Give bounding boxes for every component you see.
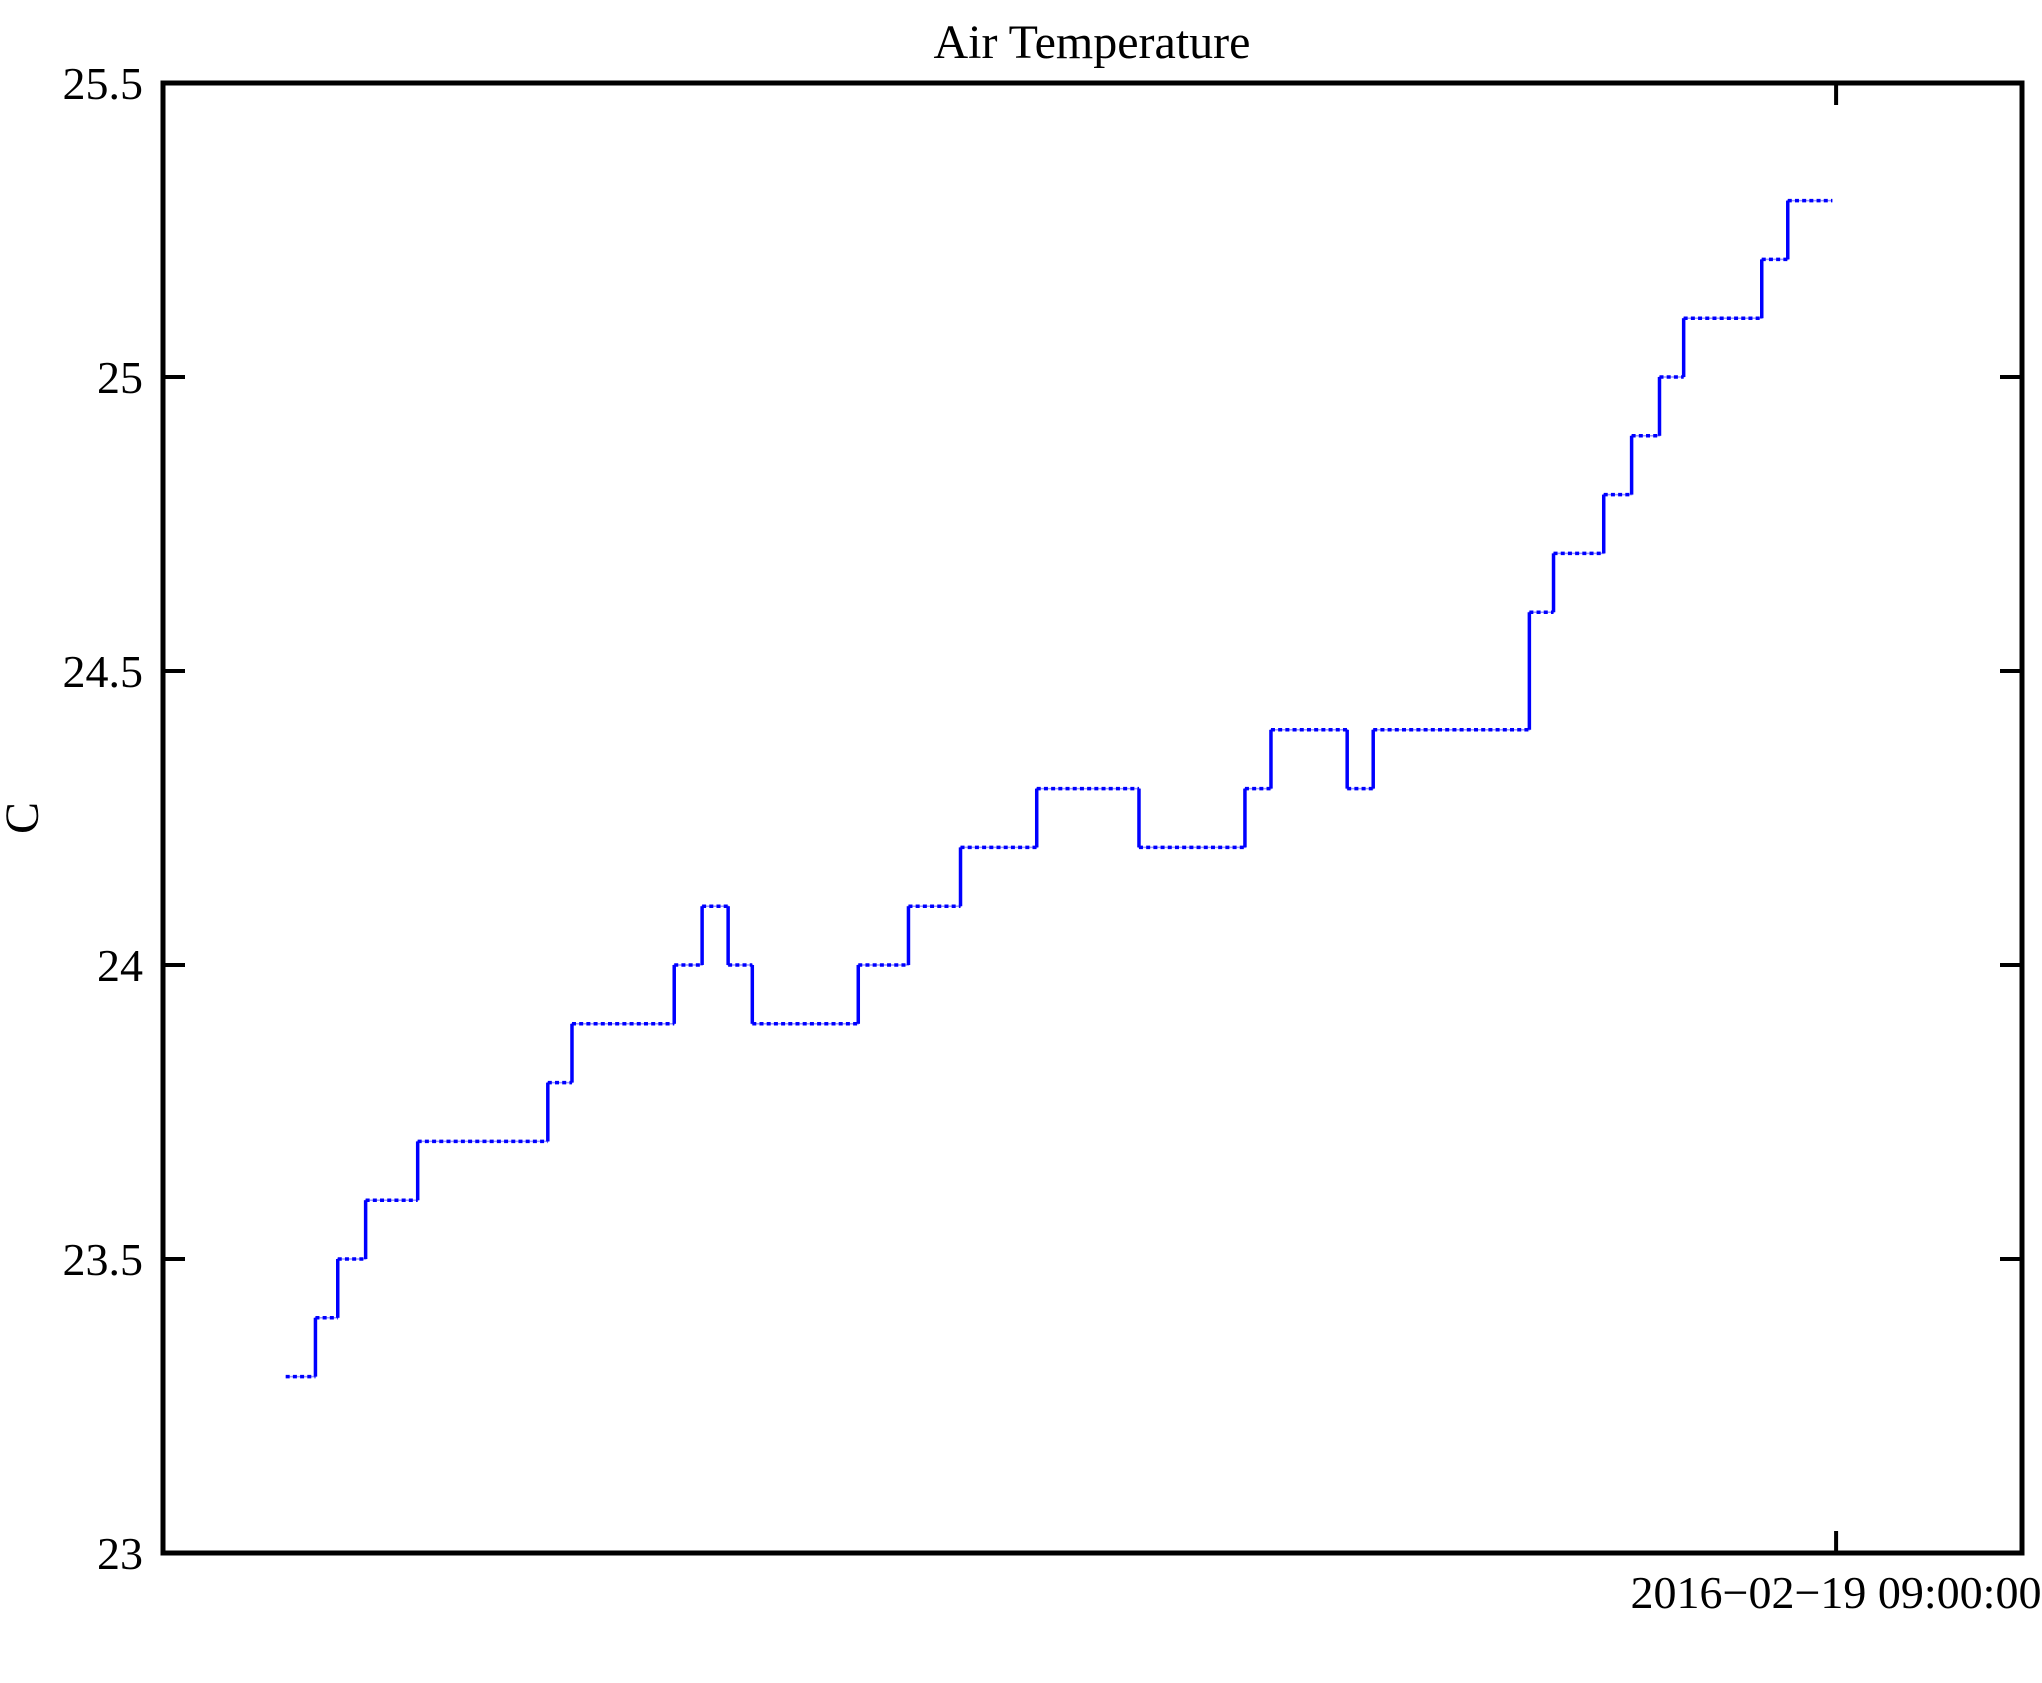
- y-tick-label: 23.5: [63, 1234, 144, 1285]
- y-tick-label: 24: [97, 940, 143, 991]
- plot-border: [160, 80, 2025, 1556]
- x-tick-label: 2016−02−19 09:00:00: [1631, 1567, 2042, 1618]
- y-tick-label: 23: [97, 1528, 143, 1579]
- y-tick-label: 24.5: [63, 646, 144, 697]
- chart-title: Air Temperature: [934, 16, 1251, 69]
- y-tick-label: 25: [97, 352, 143, 403]
- y-tick-label: 25.5: [63, 58, 144, 109]
- y-axis-label: C: [0, 802, 49, 834]
